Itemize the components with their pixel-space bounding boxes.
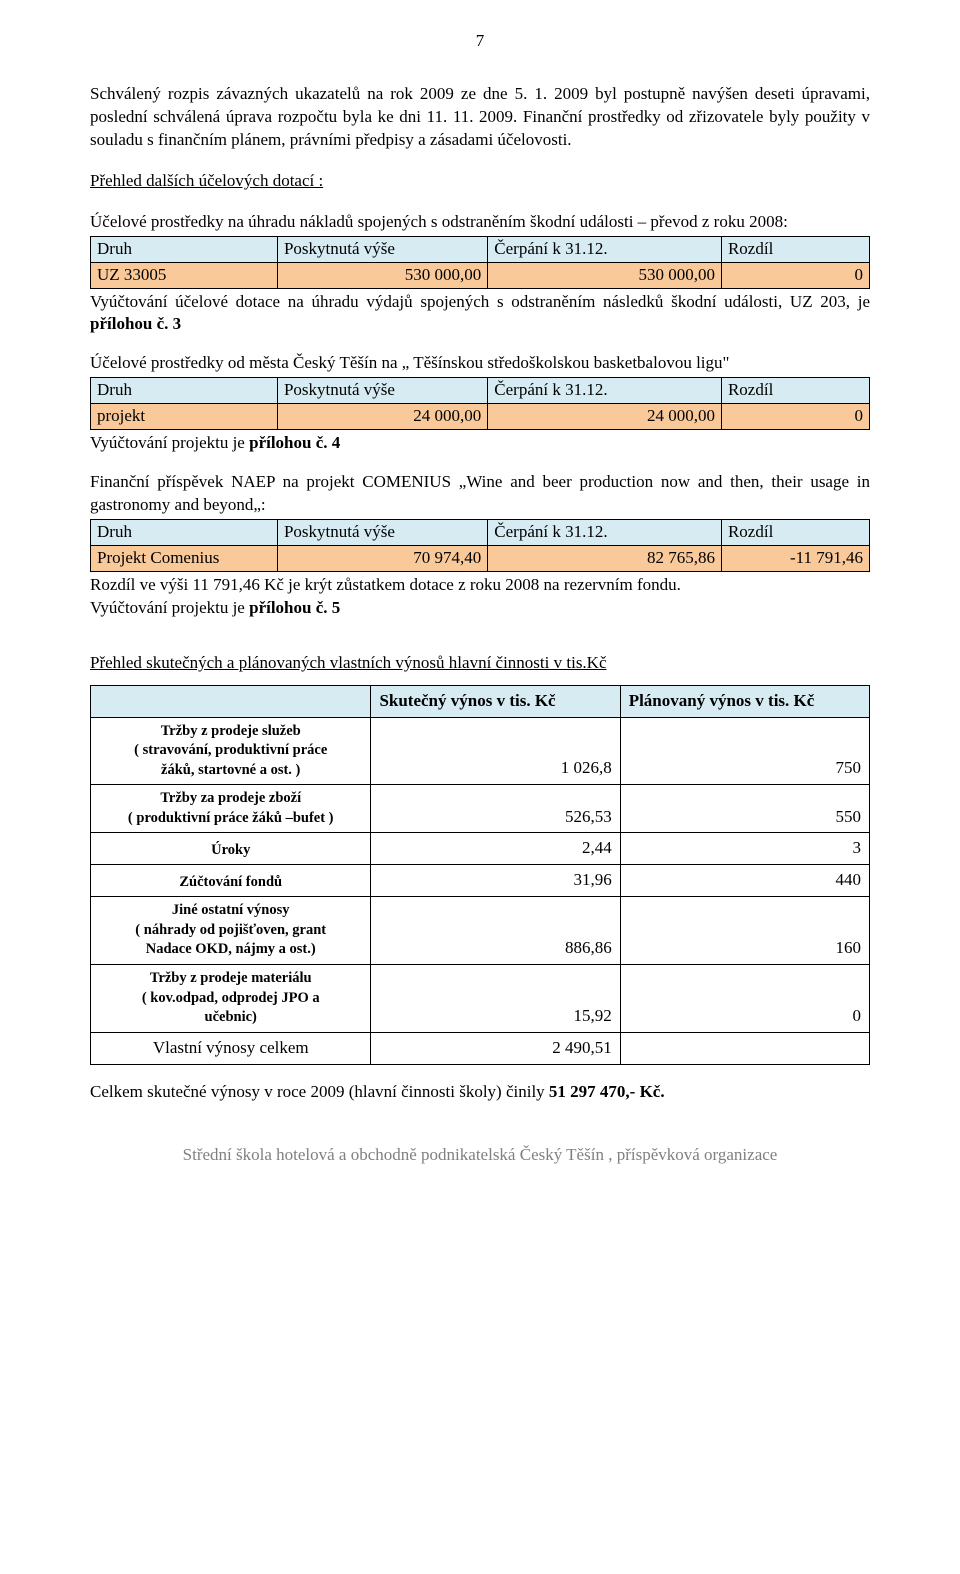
section1-heading: Přehled dalších účelových dotací : xyxy=(90,171,323,190)
t1-c3: 530 000,00 xyxy=(488,262,722,288)
vynosy-r5-plan: 0 xyxy=(620,965,869,1033)
vynosy-r2-label: Úroky xyxy=(91,833,371,865)
table-vynosy: Skutečný výnos v tis. Kč Plánovaný výnos… xyxy=(90,685,870,1065)
vynosy-r3-plan: 440 xyxy=(620,865,869,897)
t1-h4: Rozdíl xyxy=(721,236,869,262)
t1-h3: Čerpání k 31.12. xyxy=(488,236,722,262)
vynosy-head-empty xyxy=(91,685,371,717)
closing-line: Celkem skutečné výnosy v roce 2009 (hlav… xyxy=(90,1081,870,1104)
section2-after: Vyúčtování projektu je přílohou č. 4 xyxy=(90,432,870,455)
footer-text: Střední škola hotelová a obchodně podnik… xyxy=(90,1144,870,1167)
t1-c4: 0 xyxy=(721,262,869,288)
vynosy-r0-label: Tržby z prodeje služeb ( stravování, pro… xyxy=(91,717,371,785)
t3-c4: -11 791,46 xyxy=(721,545,869,571)
t3-h2: Poskytnutá výše xyxy=(277,520,487,546)
page-number: 7 xyxy=(90,30,870,53)
t2-c2: 24 000,00 xyxy=(277,404,487,430)
section1-lead: Účelové prostředky na úhradu nákladů spo… xyxy=(90,211,870,234)
t3-h3: Čerpání k 31.12. xyxy=(488,520,722,546)
t3-h4: Rozdíl xyxy=(721,520,869,546)
t2-h2: Poskytnutá výše xyxy=(277,378,487,404)
vynosy-head-2: Skutečný výnos v tis. Kč xyxy=(371,685,620,717)
vynosy-r5-label: Tržby z prodeje materiálu ( kov.odpad, o… xyxy=(91,965,371,1033)
table-dotace-2: Druh Poskytnutá výše Čerpání k 31.12. Ro… xyxy=(90,377,870,430)
vynosy-head-3: Plánovaný výnos v tis. Kč xyxy=(620,685,869,717)
section2-lead: Účelové prostředky od města Český Těšín … xyxy=(90,352,870,375)
vynosy-r2-plan: 3 xyxy=(620,833,869,865)
vynosy-r1-plan: 550 xyxy=(620,785,869,833)
vynosy-total-val: 2 490,51 xyxy=(371,1032,620,1064)
t2-c3: 24 000,00 xyxy=(488,404,722,430)
vynosy-r0-skut: 1 026,8 xyxy=(371,717,620,785)
t1-c2: 530 000,00 xyxy=(277,262,487,288)
vynosy-total-label: Vlastní výnosy celkem xyxy=(91,1032,371,1064)
vynosy-r1-label: Tržby za prodeje zboží ( produktivní prá… xyxy=(91,785,371,833)
t3-c1: Projekt Comenius xyxy=(91,545,278,571)
vynosy-r2-skut: 2,44 xyxy=(371,833,620,865)
vynosy-r1-skut: 526,53 xyxy=(371,785,620,833)
vynosy-heading: Přehled skutečných a plánovaných vlastní… xyxy=(90,653,607,672)
t3-h1: Druh xyxy=(91,520,278,546)
vynosy-r4-label: Jiné ostatní výnosy ( náhrady od pojišťo… xyxy=(91,897,371,965)
t2-h4: Rozdíl xyxy=(721,378,869,404)
t3-c2: 70 974,40 xyxy=(277,545,487,571)
vynosy-r4-skut: 886,86 xyxy=(371,897,620,965)
t2-h1: Druh xyxy=(91,378,278,404)
intro-paragraph: Schválený rozpis závazných ukazatelů na … xyxy=(90,83,870,152)
section1-after: Vyúčtování účelové dotace na úhradu výda… xyxy=(90,291,870,337)
t1-c1: UZ 33005 xyxy=(91,262,278,288)
section3-after2: Vyúčtování projektu je přílohou č. 5 xyxy=(90,597,870,620)
t2-c4: 0 xyxy=(721,404,869,430)
t3-c3: 82 765,86 xyxy=(488,545,722,571)
t2-c1: projekt xyxy=(91,404,278,430)
vynosy-total-plan xyxy=(620,1032,869,1064)
vynosy-r5-skut: 15,92 xyxy=(371,965,620,1033)
vynosy-r3-skut: 31,96 xyxy=(371,865,620,897)
vynosy-r3-label: Zúčtování fondů xyxy=(91,865,371,897)
table-dotace-3: Druh Poskytnutá výše Čerpání k 31.12. Ro… xyxy=(90,519,870,572)
t1-h1: Druh xyxy=(91,236,278,262)
section3-after1: Rozdíl ve výši 11 791,46 Kč je krýt zůst… xyxy=(90,574,870,597)
t1-h2: Poskytnutá výše xyxy=(277,236,487,262)
table-dotace-1: Druh Poskytnutá výše Čerpání k 31.12. Ro… xyxy=(90,236,870,289)
section3-lead: Finanční příspěvek NAEP na projekt COMEN… xyxy=(90,471,870,517)
vynosy-r4-plan: 160 xyxy=(620,897,869,965)
t2-h3: Čerpání k 31.12. xyxy=(488,378,722,404)
vynosy-r0-plan: 750 xyxy=(620,717,869,785)
